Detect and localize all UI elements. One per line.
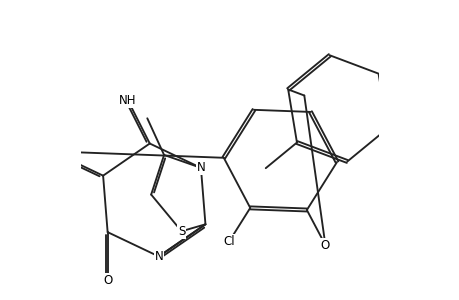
Text: N: N [154,250,163,263]
Text: Cl: Cl [223,235,235,248]
Text: S: S [178,225,185,238]
Text: NH: NH [119,94,136,107]
Text: O: O [320,238,329,252]
Text: O: O [103,274,112,287]
Text: N: N [196,161,205,174]
